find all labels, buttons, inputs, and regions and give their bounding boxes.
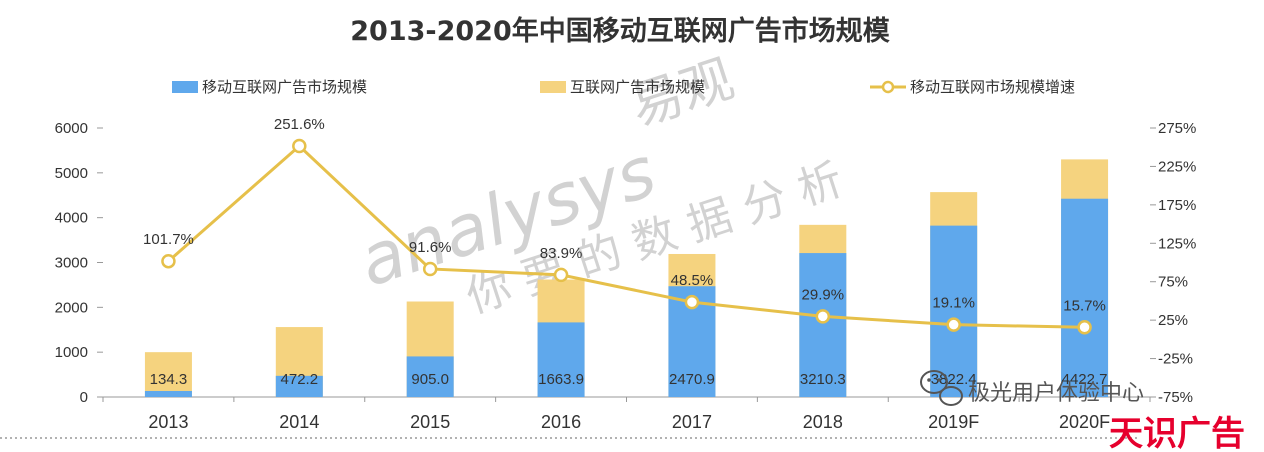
growth-point: [161, 253, 176, 269]
growth-point: [684, 294, 700, 310]
bar-value-label: 1663.9: [538, 371, 584, 388]
y-left-tick-label: 6000: [55, 120, 88, 137]
bar-internet: [144, 352, 192, 397]
bar-mobile: [537, 322, 585, 397]
growth-value-label: 19.1%: [932, 295, 975, 312]
legend-swatch-mobile: [172, 81, 198, 93]
bar-value-label: 4422.7: [1062, 371, 1108, 388]
y-left-tick-label: 1000: [55, 344, 88, 361]
bar-mobile: [144, 390, 192, 397]
x-tick-label: 2015: [410, 412, 450, 432]
y-left-tick-label: 2000: [55, 299, 88, 316]
growth-point: [1077, 320, 1092, 335]
legend-label-internet: 互联网广告市场规模: [570, 78, 705, 96]
growth-value-label: 29.9%: [802, 286, 845, 303]
x-tick-label: 2018: [803, 412, 843, 432]
brand-logo: 天识广告: [1109, 414, 1245, 452]
y-left-tick-label: 0: [80, 389, 88, 406]
growth-value-label: 83.9%: [540, 245, 583, 262]
legend: 移动互联网广告市场规模 互联网广告市场规模 移动互联网市场规模增速: [172, 78, 1075, 96]
y-left-tick-label: 4000: [55, 210, 88, 227]
x-tick-label: 2016: [541, 412, 581, 432]
wechat-label: 极光用户体验中心: [968, 381, 1144, 406]
y-right-tick-label: -75%: [1158, 389, 1193, 406]
bar-mobile: [799, 253, 847, 397]
growth-point: [422, 261, 438, 277]
bar-value-label: 3210.3: [800, 371, 846, 388]
x-tick-label: 2014: [279, 412, 319, 432]
bar-value-label: 134.3: [150, 371, 188, 388]
growth-value-label: 91.6%: [409, 239, 452, 256]
data-labels: 134.3 472.2 905.0 1663.9 2470.9 3210.3 3822.4 4…: [143, 116, 1108, 388]
growth-line: [167, 143, 1085, 329]
growth-value-label: 48.5%: [671, 272, 714, 289]
bars: [144, 159, 1109, 397]
bar-mobile: [930, 225, 978, 397]
growth-point: [292, 138, 307, 154]
growth-value-label: 101.7%: [143, 231, 194, 248]
bar-mobile: [406, 356, 454, 397]
growth-value-label: 251.6%: [274, 116, 325, 133]
y-right-tick-label: 275%: [1158, 120, 1196, 137]
y-right-tick-label: 175%: [1158, 197, 1196, 214]
bar-value-label: 905.0: [411, 371, 449, 388]
y-left-tick-label: 3000: [55, 255, 88, 272]
bar-mobile: [1061, 198, 1109, 397]
y-right-tick-label: -25%: [1158, 351, 1193, 368]
x-tick-label: 2013: [148, 412, 188, 432]
y-left-tick-label: 5000: [55, 165, 88, 182]
x-tick-label: 2019F: [928, 412, 979, 432]
legend-label-growth: 移动互联网市场规模增速: [910, 78, 1075, 96]
bar-mobile: [275, 375, 323, 397]
y-right-tick-label: 75%: [1158, 274, 1188, 291]
bar-value-label: 2470.9: [669, 371, 715, 388]
bar-value-label: 3822.4: [931, 371, 977, 388]
growth-line-layer: [161, 138, 1092, 335]
y-right-tick-label: 25%: [1158, 312, 1188, 329]
wechat-badge: 极光用户体验中心: [920, 370, 1144, 406]
x-tick-label: 2017: [672, 412, 712, 432]
legend-label-mobile: 移动互联网广告市场规模: [202, 78, 367, 96]
growth-point: [553, 267, 569, 283]
wechat-icon: [920, 370, 963, 406]
growth-value-label: 15.7%: [1063, 297, 1106, 314]
x-tick-label: 2020F: [1059, 412, 1110, 432]
chart-title: 2013-2020年中国移动互联网广告市场规模: [350, 15, 890, 47]
legend-swatch-internet: [540, 81, 566, 93]
legend-marker-growth: [881, 80, 895, 94]
y-right-tick-label: 125%: [1158, 235, 1196, 252]
growth-point: [815, 309, 831, 324]
y-right-tick-label: 225%: [1158, 158, 1196, 175]
growth-point: [946, 317, 961, 332]
bar-value-label: 472.2: [281, 371, 319, 388]
